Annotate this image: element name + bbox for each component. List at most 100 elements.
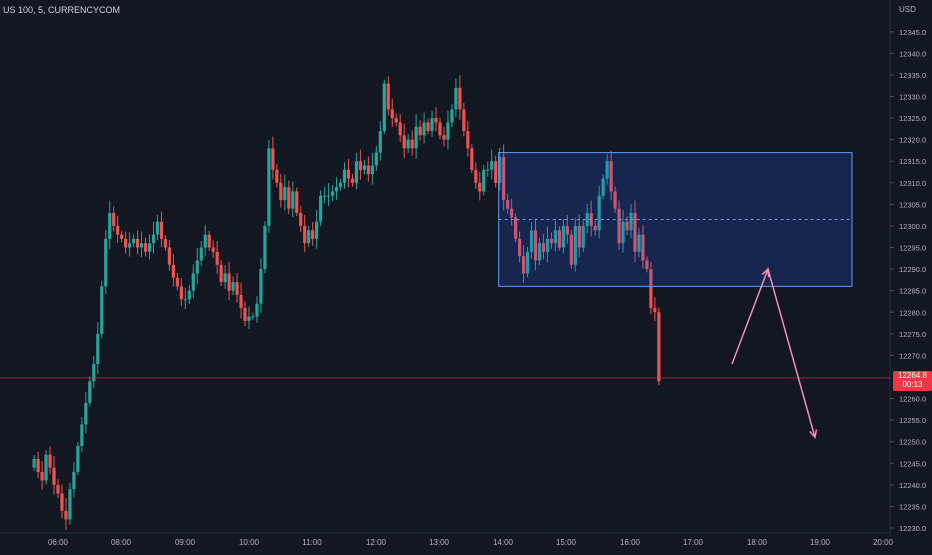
countdown-timer: 00:13 bbox=[902, 380, 923, 389]
candle bbox=[159, 211, 164, 248]
candle-body bbox=[319, 195, 323, 222]
candle bbox=[613, 186, 617, 213]
candle-body bbox=[135, 238, 140, 248]
candle bbox=[346, 159, 351, 188]
time-tick-label: 15:00 bbox=[556, 538, 577, 547]
candle bbox=[263, 221, 267, 274]
candle bbox=[187, 285, 191, 304]
candle-body bbox=[434, 118, 438, 123]
time-axis-bg bbox=[0, 533, 890, 550]
candle bbox=[155, 215, 160, 240]
price-tick-label: 12290.0 bbox=[899, 265, 926, 274]
candle-body bbox=[267, 148, 271, 226]
candle bbox=[394, 113, 398, 127]
last-price-tag: 12264.8 00:13 bbox=[893, 371, 932, 391]
price-tick-label: 12305.0 bbox=[899, 200, 926, 209]
candle bbox=[68, 482, 72, 525]
price-tick-label: 12250.0 bbox=[899, 438, 926, 447]
price-tick-label: 12280.0 bbox=[899, 308, 926, 317]
candle-body bbox=[108, 213, 112, 239]
candle bbox=[307, 225, 311, 248]
candle bbox=[271, 136, 275, 180]
candle bbox=[60, 484, 64, 519]
candle-body bbox=[243, 307, 247, 321]
candle-body bbox=[223, 273, 227, 283]
candle bbox=[378, 121, 382, 161]
candle-body bbox=[80, 424, 84, 447]
candle-body bbox=[163, 238, 168, 248]
candle-body bbox=[346, 169, 351, 179]
candle bbox=[255, 296, 259, 323]
candle bbox=[104, 229, 108, 294]
annotations-group bbox=[0, 152, 890, 440]
candle bbox=[609, 150, 613, 201]
candle-body bbox=[605, 161, 609, 179]
candle bbox=[251, 312, 255, 320]
candle bbox=[287, 180, 291, 215]
candle-body bbox=[247, 316, 251, 321]
candle-body bbox=[68, 489, 72, 520]
time-tick-label: 16:00 bbox=[620, 538, 641, 547]
time-tick-label: 13:00 bbox=[429, 538, 450, 547]
time-tick-label: 19:00 bbox=[810, 538, 831, 547]
candle-body bbox=[506, 200, 510, 209]
candle-body bbox=[362, 165, 366, 170]
candle bbox=[48, 446, 52, 475]
candle bbox=[621, 209, 625, 253]
candle bbox=[211, 240, 215, 258]
candle-body bbox=[418, 126, 422, 136]
candle bbox=[323, 186, 327, 204]
candle-body bbox=[311, 230, 315, 239]
candle bbox=[434, 107, 438, 132]
candle-body bbox=[323, 195, 327, 197]
candle-body bbox=[549, 238, 554, 244]
projection-path[interactable] bbox=[731, 266, 816, 438]
price-tick-label: 12255.0 bbox=[899, 416, 926, 425]
candle bbox=[593, 219, 597, 236]
price-tick-label: 12230.0 bbox=[899, 524, 926, 533]
candle bbox=[605, 153, 609, 185]
price-axis[interactable]: 12345.0 12340.0 12335.0 12330.0 12325.0 12320… bbox=[890, 28, 926, 533]
candle bbox=[482, 165, 486, 196]
time-tick-label: 18:00 bbox=[747, 538, 768, 547]
candle bbox=[398, 114, 402, 143]
candle-body bbox=[609, 161, 613, 192]
symbol-title[interactable]: US 100, 5, CURRENCYCOM bbox=[3, 5, 121, 15]
price-tick-label: 12320.0 bbox=[899, 136, 926, 145]
candle-body bbox=[438, 122, 442, 136]
candle bbox=[362, 159, 366, 175]
candle bbox=[617, 200, 621, 251]
candle-body bbox=[490, 161, 494, 170]
candle-body bbox=[307, 230, 311, 244]
candle-body bbox=[143, 243, 148, 252]
candle bbox=[422, 112, 426, 144]
candle-body bbox=[486, 169, 490, 171]
candle bbox=[108, 200, 112, 250]
candle-body bbox=[44, 454, 48, 481]
candle-body bbox=[72, 471, 76, 490]
candle bbox=[521, 245, 526, 283]
candle-body bbox=[366, 165, 370, 175]
time-axis[interactable]: 06:00 08:00 09:00 10:00 11:00 12:00 13:00 14:00… bbox=[48, 538, 894, 547]
candle-body bbox=[470, 148, 474, 170]
candle bbox=[458, 75, 462, 120]
candle bbox=[645, 256, 649, 273]
candle bbox=[545, 226, 550, 263]
candle-body bbox=[279, 182, 283, 201]
candle-body bbox=[199, 247, 203, 261]
candle-body bbox=[569, 234, 573, 265]
candle-body bbox=[179, 286, 183, 300]
candle-body bbox=[402, 135, 406, 149]
candle-body bbox=[649, 269, 653, 308]
candle bbox=[135, 230, 140, 255]
candle-body bbox=[271, 148, 275, 170]
candle bbox=[243, 301, 247, 327]
candle bbox=[76, 442, 80, 476]
price-tick-label: 12345.0 bbox=[899, 28, 926, 37]
candle bbox=[382, 79, 386, 135]
candle-body bbox=[112, 213, 116, 226]
candle bbox=[541, 234, 546, 260]
candle-body bbox=[40, 471, 44, 481]
